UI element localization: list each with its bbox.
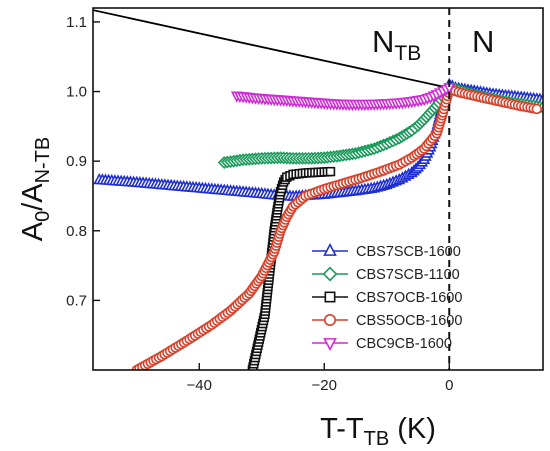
x-axis-title-sub: TB (364, 428, 390, 450)
legend-label: CBS5OCB-1600 (356, 313, 462, 329)
legend-marker (324, 291, 336, 303)
y-tick-label: 0.9 (66, 153, 87, 170)
y-tick-label: 1.0 (66, 84, 87, 101)
legend-marker (323, 242, 337, 256)
legend-label: CBS7OCB-1600 (356, 290, 462, 306)
legend-marker (323, 338, 337, 352)
y-tick-label: 0.7 (66, 292, 87, 309)
legend: CBS7SCB-1600 CBS7SCB-1100 CBS7OCB-1600 CBS5… (312, 242, 462, 352)
x-axis-title: T-TTB (K) (320, 413, 436, 450)
legend-label: CBS7SCB-1600 (356, 244, 461, 260)
plot-frame (92, 7, 544, 371)
series-marker (531, 103, 542, 115)
x-axis-ticks: −40 −20 0 (187, 363, 453, 394)
legend-label: CBC9CB-1600 (356, 336, 452, 352)
series-cbc9cb-1600 (230, 83, 456, 112)
x-tick-label: 0 (445, 377, 453, 394)
y-axis-ticks: 0.7 0.8 0.9 1.0 1.1 (66, 14, 100, 309)
data-series-group (93, 77, 543, 370)
y-axis-title-sub1: N-TB (32, 137, 54, 184)
series-marker (325, 166, 336, 177)
phase-label-ntb: NTB (372, 24, 421, 65)
phase-label-ntb-main: N (372, 24, 394, 59)
legend-label: CBS7SCB-1100 (356, 267, 460, 283)
x-tick-label: −40 (187, 377, 212, 394)
x-axis-title-main: T-T (320, 413, 364, 445)
series-cbs5ocb-1600 (131, 84, 542, 370)
x-axis-title-unit: (K) (389, 413, 436, 445)
y-tick-label: 1.1 (66, 14, 87, 31)
y-axis-title-slash: /A (17, 183, 49, 211)
y-axis-title-sub0: 0 (32, 211, 54, 222)
phase-label-n: N (472, 24, 494, 59)
x-tick-label: −20 (312, 377, 337, 394)
y-axis-title: A0/AN-TB (17, 137, 54, 242)
y-tick-label: 0.8 (66, 223, 87, 240)
legend-marker (322, 266, 338, 282)
y-axis-title-main: A (17, 221, 49, 241)
legend-marker (323, 313, 337, 327)
phase-label-ntb-sub: TB (394, 42, 421, 65)
